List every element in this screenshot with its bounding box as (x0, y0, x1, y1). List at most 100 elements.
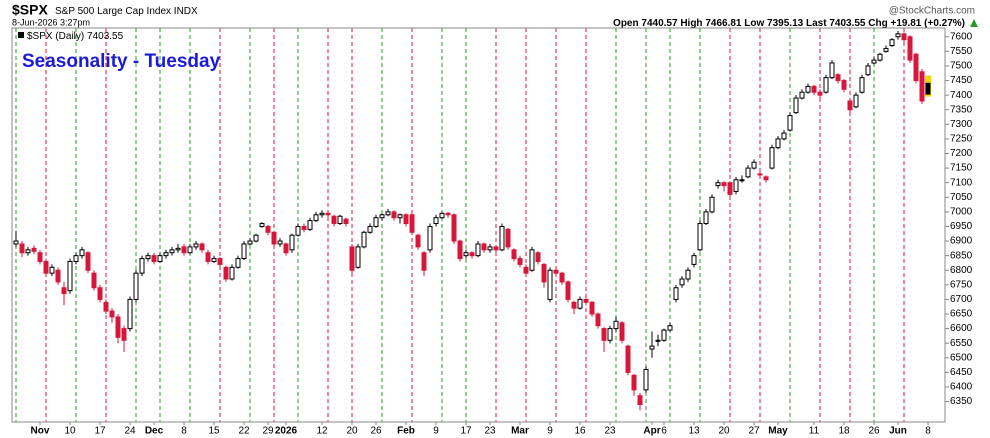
candle-body (691, 255, 697, 265)
candle-body (775, 138, 781, 149)
candle-body (607, 328, 613, 341)
x-tick-label: 26 (868, 426, 880, 437)
candle-body (739, 179, 745, 182)
up-arrow (970, 19, 978, 27)
candle-body (49, 266, 55, 274)
candle-body (799, 91, 805, 99)
candle-body (139, 258, 145, 274)
high-label: High (680, 18, 702, 29)
candle-body (241, 243, 247, 260)
candle-body (559, 272, 565, 283)
x-tick-label: 27 (748, 426, 760, 437)
candle-body (283, 243, 289, 254)
candle-body (451, 214, 457, 242)
x-tick-label: 17 (460, 426, 472, 437)
chg-value: +19.81 (+0.27%) (891, 18, 966, 29)
candle-body (709, 196, 715, 213)
candle-body (325, 212, 331, 216)
y-tick-label: 7350 (950, 104, 973, 115)
candle-body (469, 252, 475, 257)
candle-body (619, 322, 625, 341)
candle-body (553, 269, 559, 274)
candle-body (511, 249, 517, 260)
y-tick-label: 7100 (950, 177, 973, 188)
x-tick-label: 6 (661, 426, 667, 437)
candle-body (487, 246, 493, 251)
x-tick-label: Apr (643, 426, 660, 437)
candle-body (667, 325, 673, 331)
header-source: @StockCharts.com (889, 6, 975, 17)
x-tick-label: 15 (208, 426, 220, 437)
candle-body (577, 298, 583, 309)
x-tick-label: 20 (346, 426, 358, 437)
candle-body (319, 212, 325, 216)
x-tick-label: 9 (433, 426, 439, 437)
open-value: 7440.57 (641, 18, 678, 29)
plot-frame (11, 27, 946, 423)
candle-body (517, 258, 523, 265)
candle-body (877, 53, 883, 61)
candle-body (919, 71, 925, 102)
y-tick-label: 7050 (950, 192, 973, 203)
x-tick-label: Dec (145, 426, 164, 437)
candle-body (505, 228, 511, 248)
candle-body (631, 374, 637, 391)
candle-body (571, 301, 577, 309)
candle-body (145, 255, 151, 260)
header-name: S&P 500 Large Cap Index (55, 6, 171, 17)
header-exchange: INDX (174, 6, 198, 17)
candle-body (721, 182, 727, 187)
candle-body (853, 94, 859, 108)
candle-body (475, 243, 481, 257)
candle-body (727, 182, 733, 195)
candle-body (85, 252, 91, 271)
candle-body (217, 258, 223, 265)
candle-body (655, 339, 661, 342)
candle-body (535, 252, 541, 262)
candle-body (403, 214, 409, 225)
candle-body (751, 161, 757, 169)
y-tick-label: 6850 (950, 250, 973, 261)
x-tick-label: 24 (124, 426, 136, 437)
candle-body (235, 258, 241, 268)
candle-body (673, 287, 679, 300)
y-tick-label: 7400 (950, 90, 973, 101)
candle-body (55, 269, 61, 283)
candle-body (61, 287, 67, 295)
candle-body (601, 328, 607, 341)
x-tick-label: 20 (718, 426, 730, 437)
y-tick-label: 6400 (950, 382, 973, 393)
candle-body (37, 252, 43, 262)
candle-body (121, 328, 127, 341)
x-tick-label: 18 (838, 426, 850, 437)
header-symbol: $SPX (12, 2, 48, 18)
y-tick-label: 6800 (950, 265, 973, 276)
y-tick-label: 6900 (950, 236, 973, 247)
last-label: Last (806, 18, 827, 29)
candle-body (187, 246, 193, 254)
candle-body (805, 85, 811, 93)
candle-body (337, 215, 343, 225)
candle-body (421, 252, 427, 271)
candle-body (823, 77, 829, 93)
candle-body (703, 211, 709, 225)
open-label: Open (613, 18, 639, 29)
candle-body (697, 223, 703, 251)
candle-body (565, 281, 571, 300)
candle-body (199, 243, 205, 251)
candle-body (583, 298, 589, 303)
candle-body (385, 211, 391, 216)
legend-label: $SPX (Daily) (27, 31, 84, 42)
candle-body (349, 246, 355, 271)
candle-body (79, 249, 85, 257)
y-tick-label: 6450 (950, 367, 973, 378)
candle-body (769, 147, 775, 169)
candle-body (835, 74, 841, 82)
candle-body (715, 182, 721, 187)
candle-body (817, 91, 823, 96)
y-tick-label: 7300 (950, 119, 973, 130)
candle-body (625, 345, 631, 373)
candle-body (523, 266, 529, 274)
